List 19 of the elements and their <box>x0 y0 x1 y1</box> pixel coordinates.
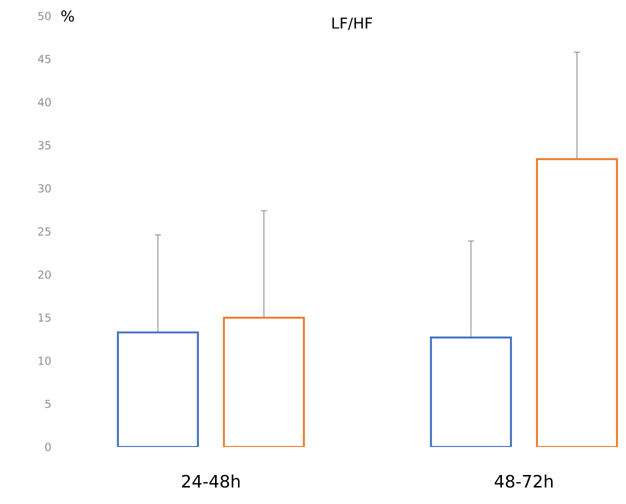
y-tick-label: 40 <box>38 98 51 106</box>
y-tick-label: 35 <box>38 141 51 150</box>
y-tick-label: 25 <box>38 227 51 236</box>
bar <box>536 158 618 447</box>
y-tick-label: 20 <box>38 270 51 279</box>
bar <box>430 336 512 447</box>
y-tick-label: 10 <box>38 356 51 365</box>
y-axis-title: % <box>61 10 74 22</box>
bar <box>116 331 199 447</box>
chart-title: LF/HF <box>332 18 372 30</box>
y-tick-label: 45 <box>38 55 51 64</box>
y-tick-label: 30 <box>38 184 51 193</box>
x-tick-label: 48-72h <box>494 474 553 488</box>
x-tick-label: 24-48h <box>182 474 240 488</box>
bar <box>222 316 305 447</box>
y-tick-label: 50 <box>38 12 51 20</box>
y-tick-label: 0 <box>45 442 51 452</box>
y-tick-label: 15 <box>38 314 51 322</box>
y-tick-label: 5 <box>45 400 51 408</box>
